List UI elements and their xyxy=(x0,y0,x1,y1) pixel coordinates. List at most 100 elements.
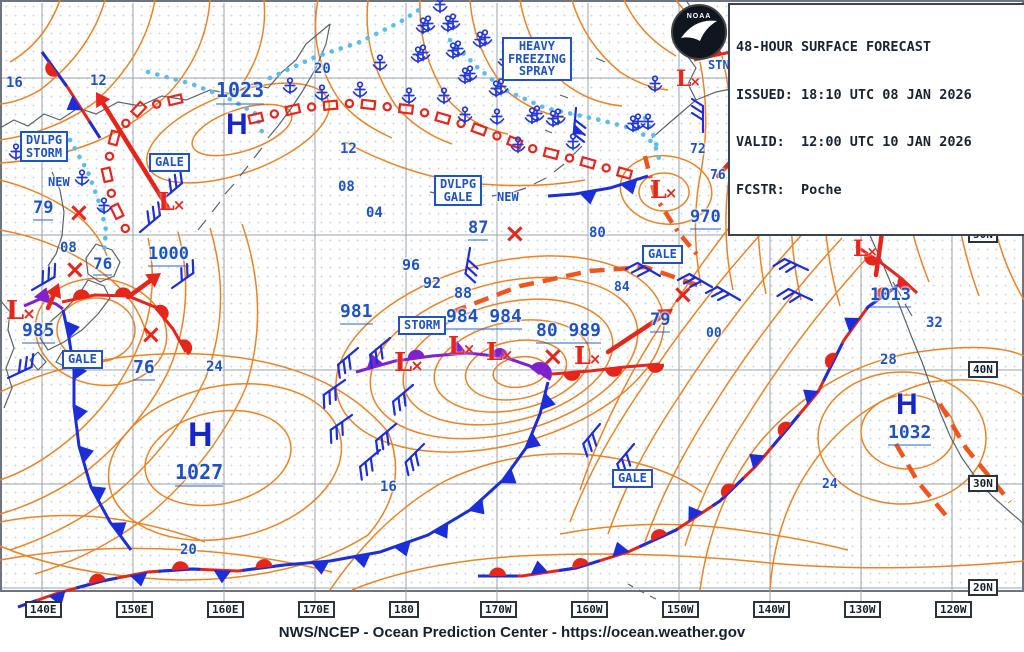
dotted-trough-line xyxy=(642,115,661,153)
warning-box-dvlpg-storm: DVLPG STORM xyxy=(20,131,69,163)
map-label-16: 16 xyxy=(6,76,23,90)
heavy-freezing-spray-icon xyxy=(625,113,646,133)
latitude-label-40N: 40N xyxy=(968,361,998,378)
heavy-freezing-spray-icon xyxy=(415,15,436,35)
longitude-label-140W: 140W xyxy=(753,601,790,618)
map-label-text: 08 xyxy=(60,240,77,256)
mixed-front xyxy=(40,51,102,139)
map-label-88: 88 xyxy=(454,286,472,301)
map-label-1023: 1023 xyxy=(216,78,265,105)
map-label-76: 76 xyxy=(710,169,726,182)
map-label-NEW: NEW xyxy=(497,191,519,203)
map-label-text: 1013 xyxy=(870,285,911,308)
wind-barb-icon xyxy=(676,272,714,289)
wind-barb-icon xyxy=(464,246,479,284)
freezing-spray-icon xyxy=(436,87,452,105)
wind-barb-icon xyxy=(368,336,392,369)
map-label-87: 87 xyxy=(468,218,489,241)
heavy-freezing-spray-icon xyxy=(445,40,466,60)
freezing-spray-icon xyxy=(510,136,526,154)
map-label-text: 80 989 xyxy=(536,320,602,344)
freezing-spray-icon xyxy=(640,113,656,131)
map-label-text: 76 xyxy=(93,254,113,276)
map-label-text: 72 xyxy=(690,142,706,157)
occl-front xyxy=(23,287,64,311)
wind-barb-icon xyxy=(772,257,810,274)
warning-box-storm: STORM xyxy=(398,316,447,335)
heavy-freezing-spray-icon xyxy=(440,13,461,33)
noaa-logo-text: NOAA xyxy=(686,13,712,20)
position-x-mark: × xyxy=(504,219,526,249)
warning-box-heavy-freezing-spray: HEAVY FREEZING SPRAY xyxy=(502,37,572,81)
map-label-text: 79 xyxy=(33,198,54,221)
wind-barb-icon xyxy=(358,448,382,481)
map-label-96: 96 xyxy=(402,258,420,273)
map-label-text: NEW xyxy=(48,175,70,189)
wind-barb-icon xyxy=(776,287,814,304)
high-pressure-symbol: H xyxy=(226,108,248,141)
system-motion-arrow xyxy=(45,283,62,311)
map-label-text: 80 xyxy=(589,225,606,241)
longitude-label-120W: 120W xyxy=(935,601,972,618)
map-label-985: 985 xyxy=(22,320,55,344)
heavy-freezing-spray-icon xyxy=(457,65,478,85)
low-pressure-symbol: L× xyxy=(158,187,186,216)
dotted-trough-line xyxy=(447,37,663,165)
map-label-text: 24 xyxy=(206,359,223,375)
longitude-label-130W: 130W xyxy=(844,601,881,618)
dotted-trough-line xyxy=(67,137,109,255)
map-label-text: 84 xyxy=(614,280,630,295)
freezing-spray-icon xyxy=(489,108,505,126)
warm-front xyxy=(551,362,665,381)
map-label-text: 08 xyxy=(338,179,355,195)
heavy-freezing-spray-icon xyxy=(410,44,431,64)
map-label-text: 16 xyxy=(380,479,397,495)
longitude-label-150E: 150E xyxy=(116,601,153,618)
map-label-text: NEW xyxy=(497,190,519,204)
wind-barb-icon xyxy=(160,169,184,202)
devel-front xyxy=(100,93,184,234)
dotted-trough-line xyxy=(145,69,265,135)
longitude-label-150W: 150W xyxy=(662,601,699,618)
freezing-spray-icon xyxy=(401,87,417,105)
cold-front xyxy=(547,174,649,205)
dashed-trough-line xyxy=(451,264,701,315)
system-motion-arrow xyxy=(125,273,161,300)
wind-barb-icon xyxy=(404,442,426,477)
high-pressure-symbol: H xyxy=(896,388,918,421)
low-pressure-symbol: L× xyxy=(448,331,476,360)
longitude-label-160E: 160E xyxy=(207,601,244,618)
map-label-12: 12 xyxy=(340,142,357,156)
dotted-trough-line xyxy=(267,3,428,81)
forecast-header-box: 48-HOUR SURFACE FORECAST ISSUED: 18:10 U… xyxy=(728,3,1024,236)
map-label-text: 984 984 xyxy=(446,306,522,330)
wind-barb-icon xyxy=(336,346,360,379)
low-pressure-symbol: L× xyxy=(650,175,678,204)
freezing-spray-icon xyxy=(96,197,112,215)
map-label-16: 16 xyxy=(380,480,397,494)
system-motion-arrow xyxy=(605,309,673,355)
map-label-text: 12 xyxy=(90,73,107,89)
map-label-text: 79 xyxy=(650,310,671,333)
map-label-text: 00 xyxy=(706,326,722,341)
freezing-spray-icon xyxy=(74,169,90,187)
position-x-mark: × xyxy=(140,320,162,350)
map-label-80: 80 xyxy=(589,226,606,240)
map-label-981: 981 xyxy=(340,301,373,325)
map-label-00: 00 xyxy=(706,327,722,340)
latitude-label-20N: 20N xyxy=(968,579,998,596)
map-label-text: 1023 xyxy=(216,78,265,105)
wind-barb-icon xyxy=(329,413,354,445)
footer-caption: NWS/NCEP - Ocean Prediction Center - htt… xyxy=(278,624,746,641)
map-label-text: 1027 xyxy=(175,460,224,487)
position-x-mark: × xyxy=(542,342,564,372)
map-label-text: 04 xyxy=(366,205,383,221)
map-label-text: 1000 xyxy=(148,244,189,267)
freezing-spray-icon xyxy=(457,106,473,124)
map-label-79: 79 xyxy=(650,310,671,333)
map-label-970: 970 xyxy=(690,207,721,230)
map-label-text: 12 xyxy=(340,141,357,157)
map-label-text: 20 xyxy=(180,542,197,558)
warning-box-gale: GALE xyxy=(149,153,190,172)
